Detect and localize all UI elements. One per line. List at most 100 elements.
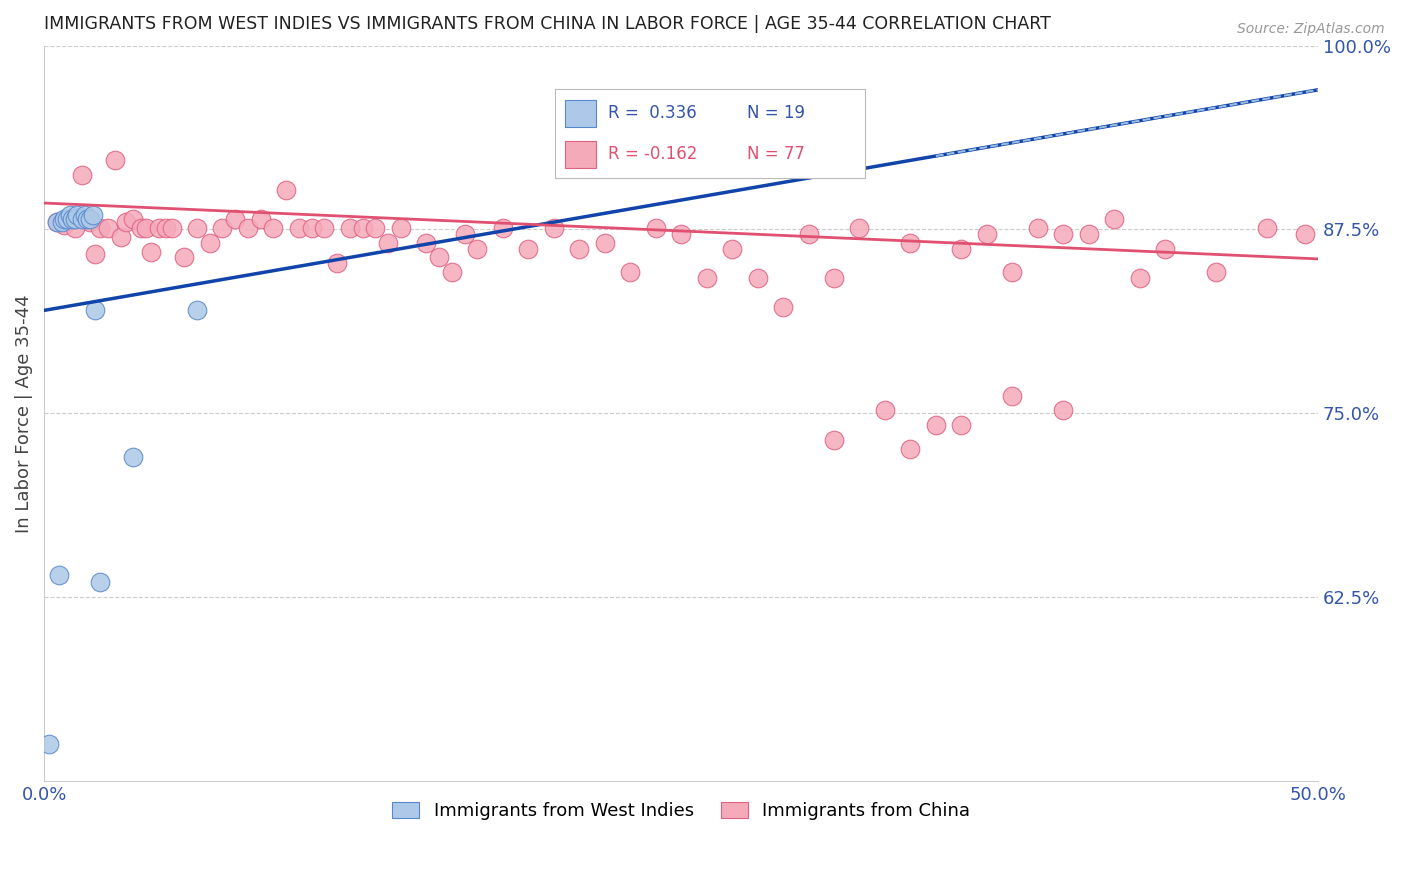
Point (249, 212, 271, 227)
Point (45, 215, 67, 229)
Point (848, 221, 870, 235)
Point (58, 208, 80, 222)
Point (60, 212, 83, 227)
Text: N = 77: N = 77 (747, 145, 806, 163)
Point (135, 221, 157, 235)
Point (453, 227, 475, 241)
Point (721, 242, 744, 256)
Point (79, 212, 101, 227)
Point (1294, 227, 1316, 241)
Point (568, 242, 591, 256)
Point (339, 221, 361, 235)
Point (669, 227, 692, 241)
Point (301, 221, 323, 235)
Y-axis label: In Labor Force | Age 35-44: In Labor Force | Age 35-44 (15, 294, 32, 533)
Point (186, 303, 208, 318)
Point (389, 221, 412, 235)
Point (276, 183, 298, 197)
Point (465, 242, 488, 256)
Point (1154, 242, 1177, 256)
Point (89, 221, 111, 235)
Point (45, 215, 67, 229)
Point (38, 737, 60, 751)
Point (326, 256, 349, 270)
Point (950, 418, 973, 433)
Point (976, 227, 998, 241)
Point (619, 265, 641, 279)
Legend: Immigrants from West Indies, Immigrants from China: Immigrants from West Indies, Immigrants … (385, 795, 977, 827)
Point (173, 251, 195, 265)
Point (1001, 389, 1024, 403)
Point (352, 221, 374, 235)
Point (224, 212, 246, 227)
Point (543, 221, 565, 235)
Point (56, 212, 79, 227)
Point (873, 403, 896, 417)
Point (950, 242, 973, 256)
Point (97, 221, 120, 235)
Point (89, 575, 111, 590)
Point (1052, 227, 1074, 241)
Point (148, 221, 170, 235)
Point (797, 227, 820, 241)
Point (58, 212, 80, 227)
Point (1001, 265, 1024, 279)
Point (1026, 221, 1049, 235)
Point (63, 212, 86, 227)
Point (76, 212, 98, 227)
Point (1256, 221, 1278, 235)
Point (772, 301, 794, 315)
Point (925, 418, 948, 433)
Point (129, 221, 152, 235)
Point (900, 442, 922, 456)
Point (66, 208, 89, 222)
Point (186, 221, 208, 235)
Point (440, 265, 463, 279)
Point (1104, 212, 1126, 227)
Point (114, 215, 136, 229)
Point (84, 303, 107, 318)
Point (155, 221, 177, 235)
Point (1052, 403, 1074, 417)
Point (79, 215, 101, 229)
Point (415, 235, 437, 250)
Text: N = 19: N = 19 (747, 104, 806, 122)
Point (288, 221, 311, 235)
Point (314, 221, 336, 235)
Point (427, 251, 450, 265)
Point (72, 168, 94, 182)
Text: R =  0.336: R = 0.336 (607, 104, 697, 122)
Point (53, 212, 76, 227)
Bar (565, 141, 596, 168)
Point (63, 221, 86, 235)
Point (696, 271, 718, 285)
Text: R = -0.162: R = -0.162 (607, 145, 697, 163)
Point (72, 212, 94, 227)
Point (377, 235, 399, 250)
Point (104, 153, 127, 168)
Point (262, 221, 284, 235)
Point (593, 235, 616, 250)
Point (1129, 271, 1152, 285)
Point (1077, 227, 1099, 241)
Point (1205, 265, 1227, 279)
Point (122, 212, 145, 227)
Point (644, 221, 666, 235)
Point (139, 244, 162, 259)
Point (122, 450, 145, 465)
Point (82, 208, 104, 222)
Point (73, 208, 96, 222)
Point (517, 242, 540, 256)
Text: Source: ZipAtlas.com: Source: ZipAtlas.com (1237, 22, 1385, 37)
Point (110, 230, 132, 244)
Point (364, 221, 387, 235)
Point (747, 271, 769, 285)
Text: IMMIGRANTS FROM WEST INDIES VS IMMIGRANTS FROM CHINA IN LABOR FORCE | AGE 35-44 : IMMIGRANTS FROM WEST INDIES VS IMMIGRANT… (44, 15, 1052, 33)
Point (84, 247, 107, 261)
Point (823, 271, 845, 285)
Point (211, 221, 233, 235)
Point (160, 221, 183, 235)
Point (48, 568, 70, 582)
Point (53, 218, 76, 232)
Point (900, 235, 922, 250)
